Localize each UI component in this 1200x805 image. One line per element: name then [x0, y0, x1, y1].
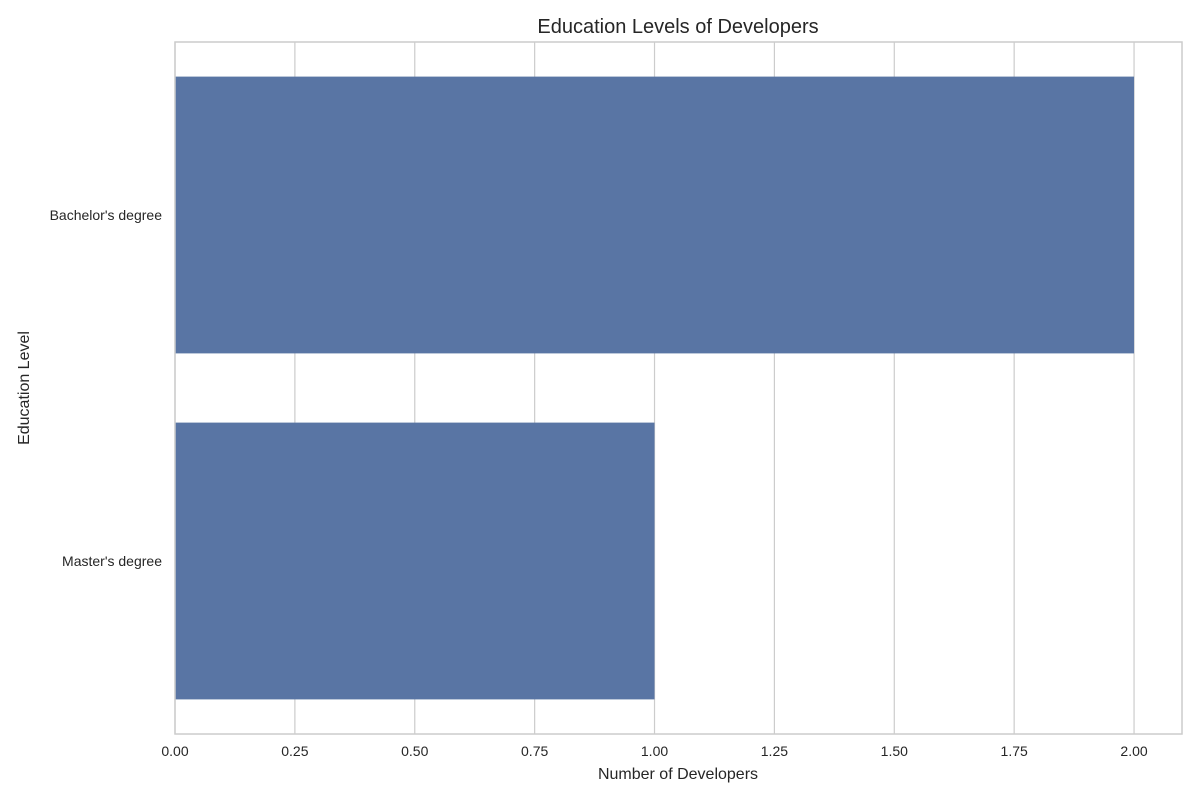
- x-tick-label: 0.50: [401, 743, 428, 759]
- y-tick-labels: Bachelor's degree Master's degree: [50, 207, 163, 569]
- x-tick-label: 1.00: [641, 743, 668, 759]
- bars: [175, 76, 1135, 700]
- x-tick-labels: 0.00 0.25 0.50 0.75 1.00 1.25 1.50 1.75 2.00: [161, 743, 1148, 759]
- y-tick-label: Master's degree: [62, 553, 162, 569]
- bar-bachelor-s-degree: [175, 76, 1135, 354]
- y-axis-label: Education Level: [16, 331, 33, 445]
- y-tick-label: Bachelor's degree: [50, 207, 163, 223]
- x-tick-label: 0.00: [161, 743, 188, 759]
- chart-title: Education Levels of Developers: [537, 16, 818, 38]
- x-tick-label: 2.00: [1120, 743, 1147, 759]
- x-axis-label: Number of Developers: [598, 766, 758, 783]
- bar-master-s-degree: [175, 422, 655, 700]
- x-tick-label: 0.75: [521, 743, 548, 759]
- x-tick-label: 1.25: [761, 743, 788, 759]
- x-tick-label: 1.50: [881, 743, 908, 759]
- x-tick-label: 0.25: [281, 743, 308, 759]
- x-tick-label: 1.75: [1001, 743, 1028, 759]
- plot-frame: [174, 41, 1183, 735]
